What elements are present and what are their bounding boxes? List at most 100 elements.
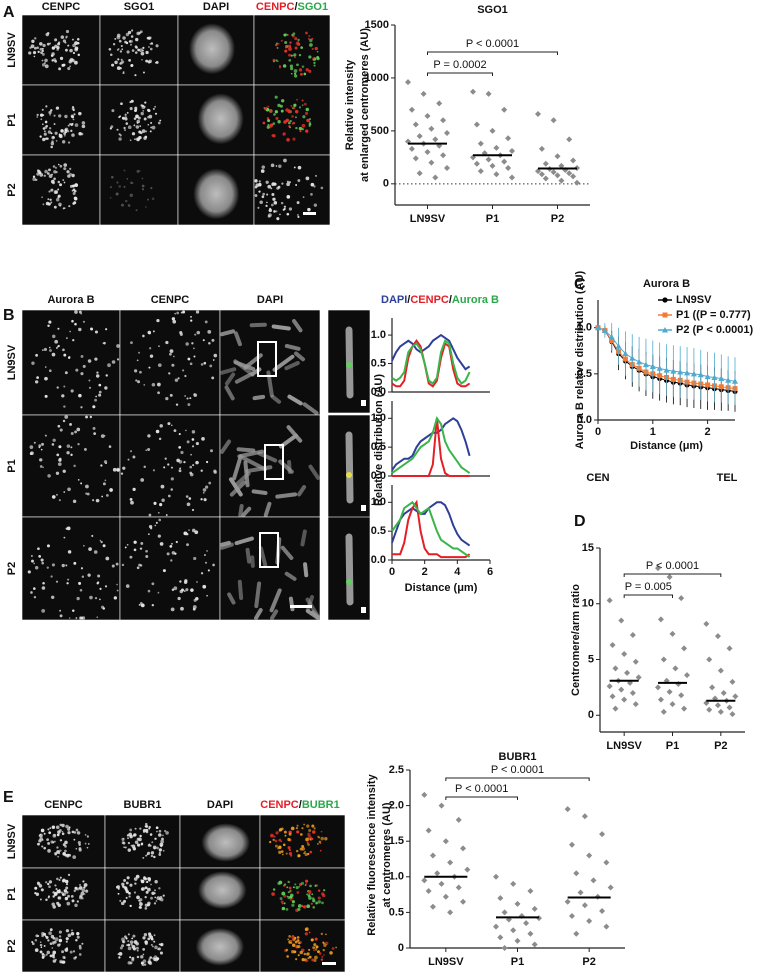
spot — [194, 333, 197, 336]
spot — [183, 590, 186, 593]
y-axis-label: at enlarged centromeres (AU) — [359, 28, 371, 182]
spot — [254, 179, 258, 182]
spot — [63, 405, 66, 408]
spot — [116, 66, 121, 70]
spot — [280, 850, 284, 853]
spot — [279, 828, 283, 832]
spot — [159, 951, 163, 955]
spot — [301, 844, 305, 848]
spot — [38, 839, 42, 843]
spot — [119, 67, 122, 70]
spot — [56, 453, 60, 457]
spot — [288, 53, 291, 57]
spot — [61, 563, 65, 568]
data-point — [429, 852, 436, 859]
spot — [288, 851, 293, 856]
spot — [51, 352, 56, 357]
spot — [289, 898, 293, 901]
spot — [74, 956, 78, 959]
spot — [202, 491, 205, 494]
chromosome — [237, 579, 244, 601]
spot — [126, 876, 130, 880]
spot — [292, 886, 295, 889]
spot — [116, 181, 119, 184]
spot — [266, 117, 270, 120]
spot — [71, 189, 74, 192]
data-point — [629, 631, 636, 638]
spot — [45, 124, 48, 128]
spot — [65, 937, 69, 941]
spot — [48, 190, 51, 193]
merge-label-part: DAPI — [381, 294, 407, 306]
x-tick-label: 0 — [595, 426, 601, 438]
spot — [272, 58, 276, 62]
spot — [209, 364, 213, 368]
spot — [82, 320, 86, 323]
chromosome — [234, 372, 253, 384]
spot — [78, 582, 81, 585]
spot — [307, 852, 310, 856]
spot — [157, 382, 161, 387]
spot — [286, 955, 289, 958]
spot — [208, 481, 212, 485]
data-point — [442, 838, 449, 845]
spot — [56, 846, 59, 849]
spot — [295, 886, 299, 890]
spot — [47, 198, 50, 200]
p-value: P < 0.0001 — [491, 764, 544, 776]
chromosome — [227, 592, 236, 605]
spot — [41, 845, 44, 848]
x-tick-label: P1 — [666, 740, 679, 752]
spot — [50, 141, 55, 146]
spot — [55, 580, 59, 583]
spot — [109, 196, 112, 199]
spot — [117, 887, 120, 890]
spot — [292, 34, 295, 37]
spot — [317, 900, 321, 904]
spot — [291, 900, 295, 904]
spot — [291, 122, 294, 125]
spot — [182, 369, 185, 372]
spot — [47, 939, 50, 942]
micrograph — [21, 14, 101, 86]
spot — [67, 873, 71, 877]
spot — [309, 850, 313, 854]
chromosome — [254, 581, 262, 609]
significance-bracket — [623, 594, 673, 598]
spot — [144, 886, 148, 890]
spot — [274, 844, 278, 848]
spot — [133, 848, 136, 851]
spot — [154, 112, 158, 115]
spot — [90, 327, 94, 331]
data-point — [509, 174, 515, 181]
spot — [28, 51, 32, 55]
spot — [149, 42, 152, 45]
spot — [48, 320, 52, 324]
spot — [70, 932, 75, 936]
spot — [50, 145, 53, 149]
data-line — [392, 499, 471, 559]
spot — [51, 495, 56, 499]
spot — [141, 58, 143, 61]
spot — [302, 115, 306, 119]
spot — [322, 948, 325, 952]
x-tick-label: 0 — [389, 566, 395, 578]
spot — [317, 835, 320, 838]
spot — [78, 111, 82, 116]
merge-label-part: / — [449, 294, 452, 306]
nucleus — [198, 871, 247, 909]
spot — [282, 208, 285, 211]
data-point — [573, 930, 580, 937]
spot — [306, 118, 310, 123]
spot — [52, 181, 55, 185]
spot — [39, 458, 43, 462]
spot — [136, 949, 139, 952]
spot — [170, 488, 174, 491]
spot — [56, 877, 59, 881]
column-label: DAPI — [257, 294, 283, 306]
spot — [129, 956, 132, 959]
data-point — [574, 179, 580, 186]
spot — [33, 55, 36, 58]
spot — [310, 902, 313, 905]
spot — [49, 114, 51, 116]
